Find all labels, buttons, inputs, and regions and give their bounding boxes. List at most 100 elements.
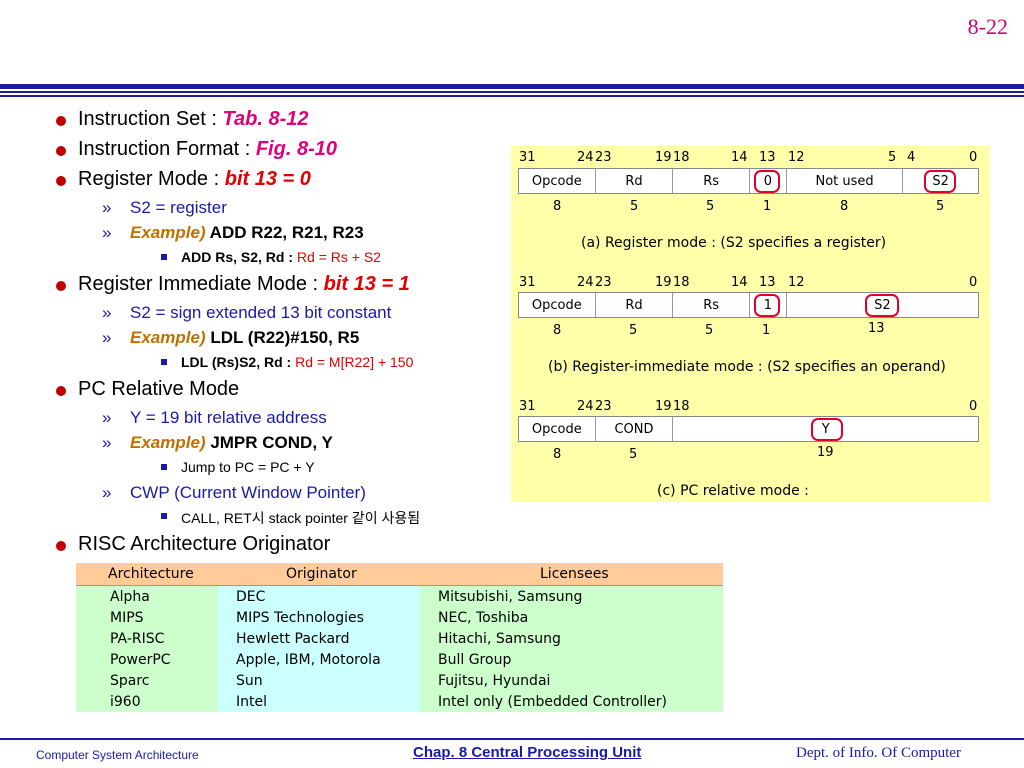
header-originator: Originator: [286, 566, 357, 582]
sub-bullet-pc-example: » Example) JMPR COND, Y: [102, 433, 333, 452]
bit-position: 12: [788, 275, 805, 290]
bit-position: 19: [655, 150, 672, 165]
bit-position: 24: [577, 399, 594, 414]
bit-position: 0: [969, 399, 978, 414]
field-bit13: 0: [750, 169, 787, 193]
bit-position: 23: [595, 399, 612, 414]
field-width: 5: [630, 199, 639, 214]
format-a-fields: Opcode Rd Rs 0 Not used S2: [518, 168, 979, 194]
cell-architecture: Sparc: [76, 670, 218, 691]
field-rs: Rs: [673, 169, 750, 193]
cell-licensees: Bull Group: [420, 649, 723, 670]
footer-dept: Dept. of Info. Of Computer: [796, 745, 961, 761]
field-width: 1: [762, 323, 771, 338]
cell-licensees: Mitsubishi, Samsung: [420, 586, 723, 607]
field-width: 8: [840, 199, 849, 214]
cell-licensees: Hitachi, Samsung: [420, 628, 723, 649]
raquo-marker: »: [102, 223, 112, 242]
bit-position: 31: [519, 399, 536, 414]
field-width: 5: [706, 199, 715, 214]
bit-position: 5: [888, 150, 897, 165]
square-marker: [161, 254, 167, 260]
risc-architecture-table: Architecture Originator Licensees Alpha …: [76, 563, 723, 712]
table-header: Architecture Originator Licensees: [76, 563, 723, 586]
field-cond: COND: [596, 417, 674, 441]
square-marker: [161, 464, 167, 470]
raquo-marker: »: [102, 483, 112, 502]
field-rd: Rd: [596, 293, 674, 317]
cell-originator: MIPS Technologies: [218, 607, 420, 628]
format-c-caption: (c) PC relative mode :: [657, 483, 809, 499]
cell-originator: Hewlett Packard: [218, 628, 420, 649]
highlight-circle: [865, 294, 899, 317]
cell-architecture: PowerPC: [76, 649, 218, 670]
detail-cwp: CALL, RET시 stack pointer 같이 사용됨: [161, 508, 420, 528]
field-width: 8: [553, 447, 562, 462]
bullet-register-mode: Register Mode : bit 13 = 0: [56, 168, 311, 191]
footer-course: Computer System Architecture: [36, 748, 199, 762]
bit-position: 0: [969, 150, 978, 165]
cell-originator: Apple, IBM, Motorola: [218, 649, 420, 670]
instruction-format-figure: 31 24 23 19 18 14 13 12 5 4 0 Opcode Rd …: [511, 146, 990, 502]
field-rd: Rd: [596, 169, 674, 193]
bit-position: 4: [907, 150, 916, 165]
bullet-dot: [56, 281, 66, 291]
field-opcode: Opcode: [519, 293, 596, 317]
bit-position: 23: [595, 150, 612, 165]
format-b-fields: Opcode Rd Rs 1 S2: [518, 292, 979, 318]
page-number: 8-22: [967, 14, 1008, 39]
field-opcode: Opcode: [519, 169, 596, 193]
bit-position: 13: [759, 150, 776, 165]
table-row: Sparc Sun Fujitsu, Hyundai: [76, 670, 723, 691]
field-width: 13: [868, 321, 885, 336]
bit-position: 19: [655, 399, 672, 414]
square-marker: [161, 359, 167, 365]
bullet-dot: [56, 541, 66, 551]
field-opcode: Opcode: [519, 417, 596, 441]
square-marker: [161, 513, 167, 519]
bullet-dot: [56, 176, 66, 186]
raquo-marker: »: [102, 198, 112, 217]
field-width: 8: [553, 323, 562, 338]
highlight-circle: [811, 418, 843, 441]
field-width: 8: [553, 199, 562, 214]
raquo-marker: »: [102, 328, 112, 347]
bit-position: 14: [731, 275, 748, 290]
bit-position: 13: [759, 275, 776, 290]
detail-pc: Jump to PC = PC + Y: [161, 459, 315, 475]
bit-position: 18: [673, 399, 690, 414]
detail-rm: ADD Rs, S2, Rd : Rd = Rs + S2: [161, 249, 381, 265]
cell-originator: Sun: [218, 670, 420, 691]
format-c-fields: Opcode COND Y: [518, 416, 979, 442]
field-rs: Rs: [673, 293, 750, 317]
bullet-dot: [56, 386, 66, 396]
header-architecture: Architecture: [108, 566, 194, 582]
table-body: Alpha DEC Mitsubishi, Samsung MIPS MIPS …: [76, 586, 723, 712]
footer-chapter: Chap. 8 Central Processing Unit: [413, 744, 642, 761]
sub-bullet-rm-example: » Example) ADD R22, R21, R23: [102, 223, 364, 242]
header-licensees: Licensees: [540, 566, 609, 582]
field-y: Y: [821, 421, 830, 437]
table-row: i960 Intel Intel only (Embedded Controll…: [76, 691, 723, 712]
cell-originator: Intel: [218, 691, 420, 712]
header-rule: [0, 95, 1024, 97]
raquo-marker: »: [102, 303, 112, 322]
cell-licensees: Intel only (Embedded Controller): [420, 691, 723, 712]
bullet-risc: RISC Architecture Originator: [56, 533, 330, 556]
bit-position: 24: [577, 150, 594, 165]
bit-position: 0: [969, 275, 978, 290]
bit-position: 23: [595, 275, 612, 290]
bit-position: 31: [519, 275, 536, 290]
raquo-marker: »: [102, 433, 112, 452]
raquo-marker: »: [102, 408, 112, 427]
sub-bullet-cwp: » CWP (Current Window Pointer): [102, 483, 366, 502]
field-s2: S2: [932, 173, 949, 189]
table-row: Alpha DEC Mitsubishi, Samsung: [76, 586, 723, 607]
cell-licensees: Fujitsu, Hyundai: [420, 670, 723, 691]
cell-architecture: PA-RISC: [76, 628, 218, 649]
bit-position: 14: [731, 150, 748, 165]
sub-bullet-rm-s2: » S2 = register: [102, 198, 227, 217]
field-width: 1: [763, 199, 772, 214]
cell-architecture: Alpha: [76, 586, 218, 607]
field-width: 5: [629, 447, 638, 462]
